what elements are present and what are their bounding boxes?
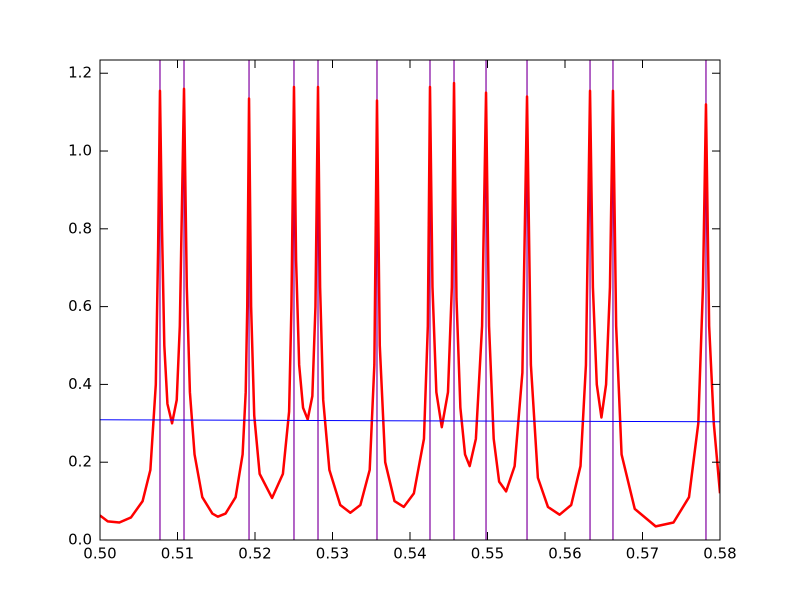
y-tick-label: 0.6: [68, 297, 92, 315]
y-tick-label: 0.0: [68, 531, 92, 549]
x-tick-label: 0.53: [316, 545, 349, 563]
y-tick-label: 0.4: [68, 375, 92, 393]
x-tick-label: 0.58: [703, 545, 736, 563]
data-line: [100, 81, 720, 528]
x-tick-label: 0.51: [161, 545, 194, 563]
x-tick-label: 0.55: [471, 545, 504, 563]
x-tick-label: 0.54: [393, 545, 426, 563]
x-tick-label: 0.52: [238, 545, 271, 563]
y-tick-label: 1.0: [68, 142, 92, 160]
y-tick-label: 0.8: [68, 219, 92, 237]
x-tick-label: 0.57: [626, 545, 659, 563]
data-line: [100, 419, 720, 423]
x-tick-label: 0.50: [83, 545, 116, 563]
x-tick-label: 0.56: [548, 545, 581, 563]
y-tick-label: 0.2: [68, 453, 92, 471]
y-tick-label: 1.2: [68, 64, 92, 82]
